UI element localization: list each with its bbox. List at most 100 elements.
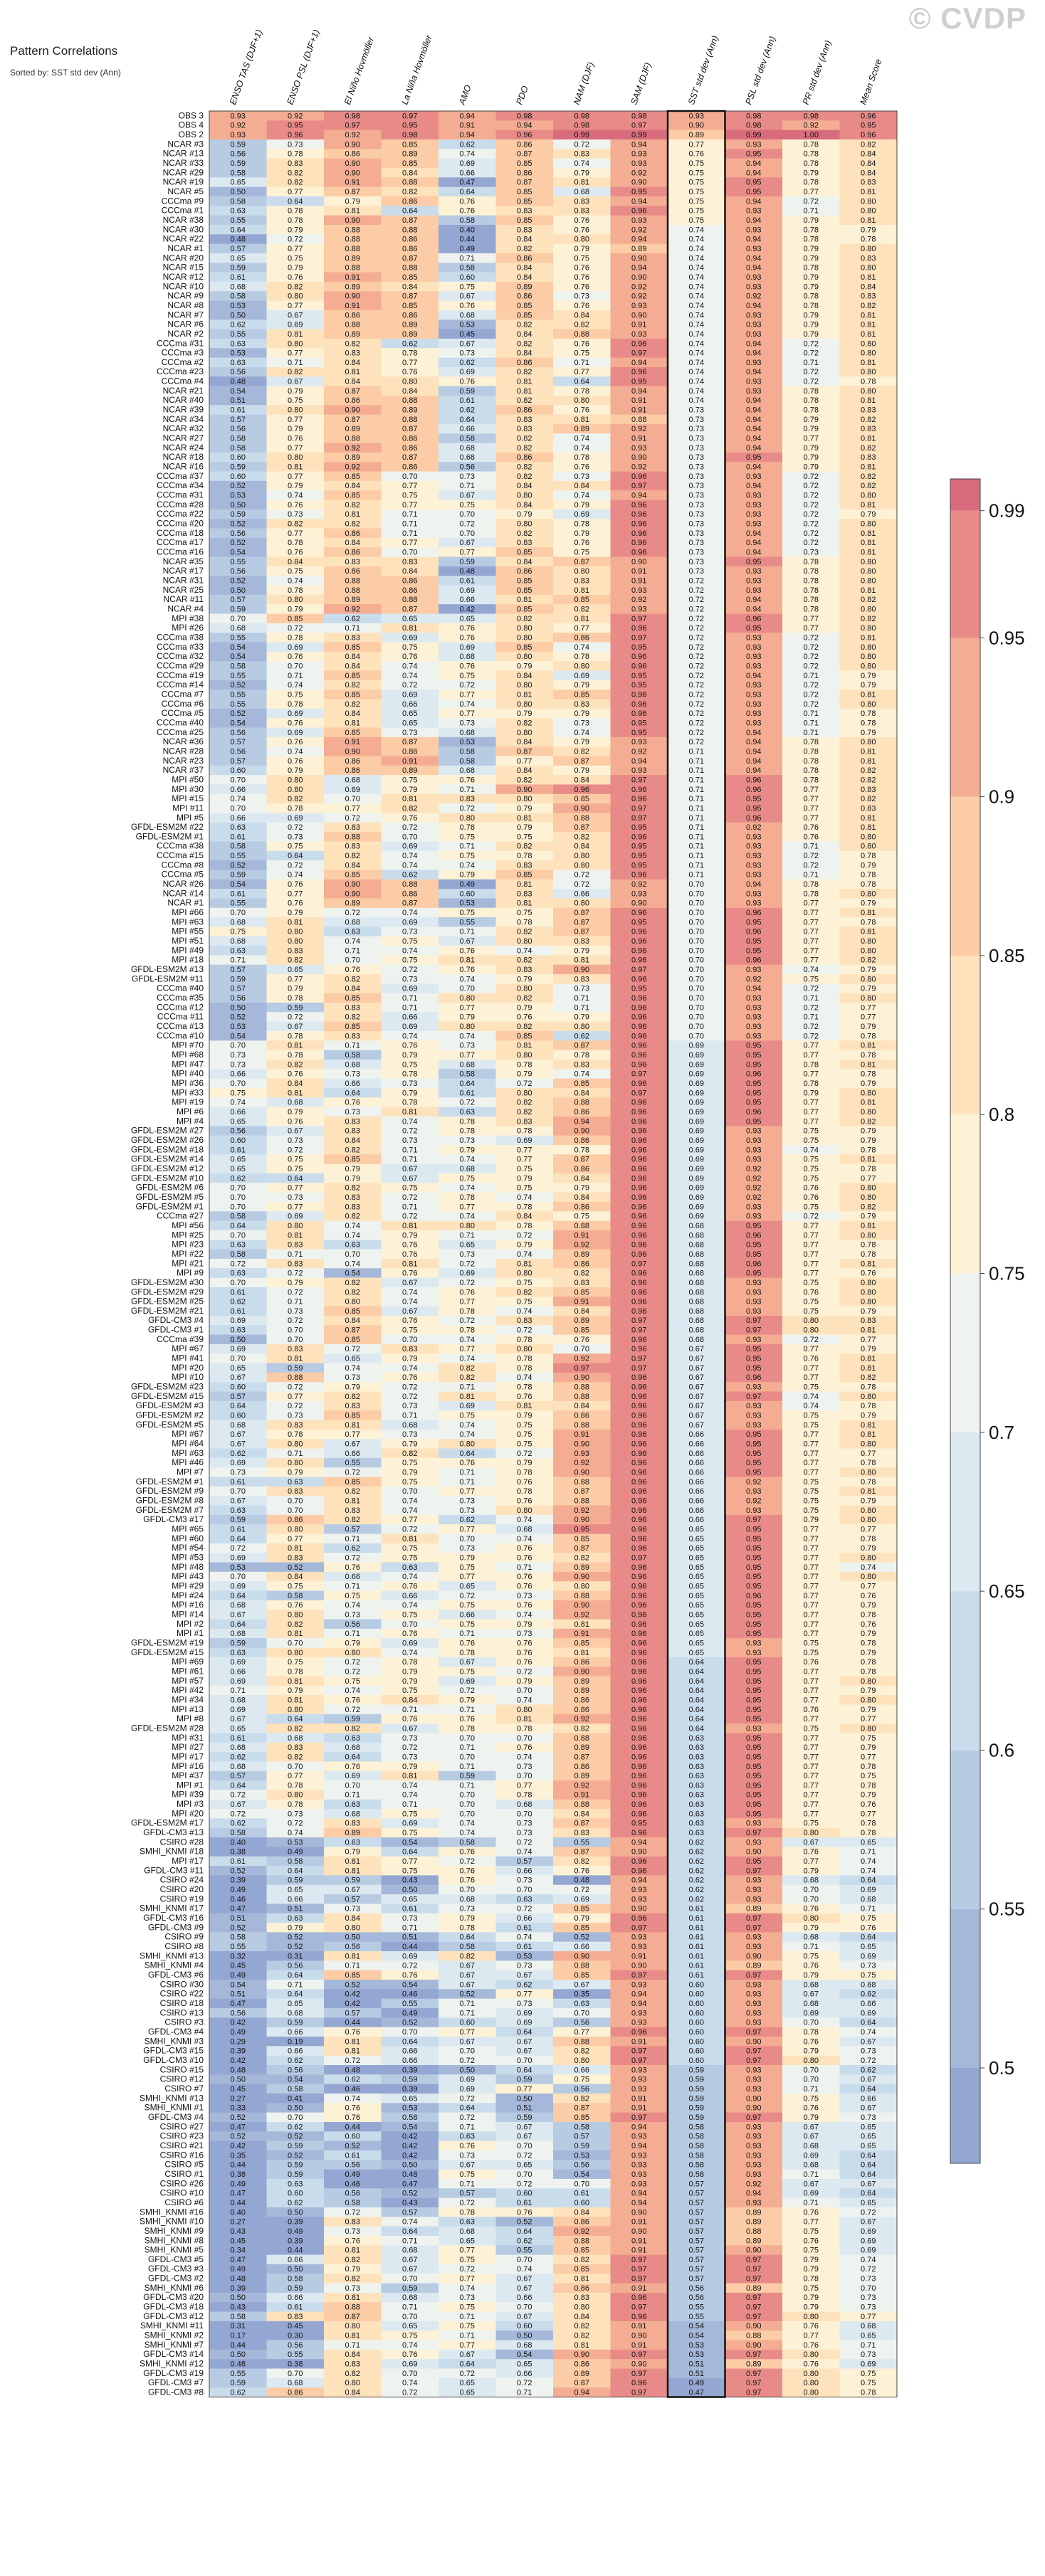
cell-value: 0.70 — [689, 890, 704, 898]
cell-value: 0.77 — [804, 1469, 819, 1477]
cell-value: 0.94 — [746, 985, 761, 993]
heatmap-cell — [610, 224, 668, 235]
cell-value: 0.92 — [631, 747, 646, 756]
cell-value: 0.85 — [345, 690, 360, 699]
cell-value: 0.82 — [861, 615, 876, 623]
cell-value: 0.86 — [345, 549, 360, 557]
heatmap-cell — [381, 471, 439, 482]
cell-value: 0.80 — [861, 1553, 876, 1562]
cell-value: 0.73 — [460, 1544, 475, 1553]
cell-value: 0.74 — [689, 226, 704, 234]
cell-value: 0.81 — [861, 814, 876, 823]
cell-value: 0.75 — [288, 1658, 303, 1667]
cell-value: 0.85 — [345, 1156, 360, 1164]
heatmap-cell — [668, 348, 725, 358]
cell-value: 0.93 — [746, 1487, 761, 1496]
cell-value: 0.84 — [345, 378, 360, 386]
cell-value: 0.72 — [689, 633, 704, 642]
heatmap-cell — [839, 462, 898, 472]
cell-value: 0.74 — [402, 1032, 417, 1040]
cell-value: 0.72 — [804, 482, 819, 490]
cell-value: 0.75 — [861, 1914, 876, 1923]
cell-value: 0.77 — [804, 1042, 819, 1050]
cell-value: 0.66 — [574, 1943, 589, 1951]
cell-value: 0.63 — [689, 1753, 704, 1761]
cell-value: 0.79 — [861, 1127, 876, 1136]
cell-value: 0.87 — [517, 179, 532, 187]
cell-value: 0.77 — [804, 1051, 819, 1060]
heatmap-cell — [324, 490, 382, 500]
cell-value: 0.91 — [631, 435, 646, 443]
cell-value: 0.97 — [631, 615, 646, 623]
cell-value: 0.81 — [345, 1867, 360, 1875]
cell-value: 0.81 — [574, 416, 589, 424]
cell-value: 0.71 — [460, 1743, 475, 1752]
cell-value: 0.82 — [861, 766, 876, 775]
cell-value: 0.76 — [861, 1269, 876, 1278]
cell-value: 0.69 — [689, 1213, 704, 1221]
cell-value: 0.74 — [460, 1184, 475, 1193]
row-label: CCCma #16 — [157, 547, 204, 557]
cell-value: 0.72 — [804, 539, 819, 547]
cell-value: 0.81 — [517, 387, 532, 396]
cell-value: 0.97 — [746, 1971, 761, 1980]
cell-value: 0.95 — [746, 1696, 761, 1704]
cell-value: 0.50 — [231, 586, 246, 595]
cell-value: 0.96 — [746, 1260, 761, 1268]
cell-value: 0.86 — [517, 567, 532, 576]
row-label: MPI #40 — [172, 1069, 204, 1079]
cell-value: 0.84 — [345, 539, 360, 547]
cell-value: 0.67 — [231, 1610, 246, 1619]
heatmap-cell — [495, 471, 554, 482]
heatmap-cell — [839, 186, 898, 197]
cell-value: 0.84 — [345, 709, 360, 718]
cell-value: 0.82 — [460, 1952, 475, 1960]
cell-value: 0.63 — [345, 1838, 360, 1847]
cell-value: 0.69 — [231, 1658, 246, 1667]
cell-value: 0.69 — [689, 1042, 704, 1050]
heatmap-cell — [266, 490, 325, 500]
heatmap-cell — [553, 310, 611, 320]
heatmap-cell — [324, 281, 382, 292]
cell-value: 0.57 — [231, 1772, 246, 1780]
cell-value: 0.96 — [631, 1630, 646, 1638]
heatmap-cell — [839, 300, 898, 311]
cell-value: 0.95 — [746, 188, 761, 196]
cell-value: 0.76 — [804, 1658, 819, 1667]
row-label: NCAR #19 — [163, 177, 204, 187]
row-label: GFDL-ESM2M #15 — [131, 1391, 204, 1401]
cell-value: 0.73 — [460, 1136, 475, 1145]
cell-value: 0.74 — [517, 1933, 532, 1942]
cell-value: 0.72 — [804, 520, 819, 529]
cell-value: 0.93 — [746, 1402, 761, 1410]
cell-value: 0.80 — [517, 1506, 532, 1515]
heatmap-cell — [381, 281, 439, 292]
cell-value: 0.81 — [574, 1649, 589, 1657]
cell-value: 0.81 — [574, 586, 589, 595]
cell-value: 0.64 — [345, 1089, 360, 1097]
cell-value: 0.71 — [804, 1943, 819, 1951]
cell-value: 0.97 — [746, 1326, 761, 1335]
cell-value: 0.73 — [345, 1070, 360, 1079]
cell-value: 0.68 — [689, 1316, 704, 1325]
cell-value: 0.93 — [746, 709, 761, 718]
cell-value: 0.96 — [631, 690, 646, 699]
row-label: CCCma #31 — [157, 490, 204, 500]
cell-value: 0.63 — [231, 946, 246, 955]
cell-value: 0.72 — [345, 1553, 360, 1562]
cell-value: 0.81 — [345, 1421, 360, 1430]
cell-value: 0.70 — [231, 1573, 246, 1581]
cell-value: 0.79 — [804, 463, 819, 472]
cell-value: 0.79 — [804, 311, 819, 320]
cell-value: 0.52 — [574, 1933, 589, 1942]
cell-value: 0.77 — [861, 1003, 876, 1012]
cell-value: 0.96 — [631, 510, 646, 519]
cell-value: 0.71 — [288, 1450, 303, 1458]
cell-value: 0.96 — [631, 1450, 646, 1458]
cell-value: 0.69 — [574, 1895, 589, 1904]
cell-value: 0.74 — [402, 909, 417, 917]
cell-value: 0.80 — [804, 1829, 819, 1837]
cell-value: 0.82 — [288, 795, 303, 803]
cell-value: 0.70 — [689, 918, 704, 927]
cell-value: 0.54 — [231, 653, 246, 661]
